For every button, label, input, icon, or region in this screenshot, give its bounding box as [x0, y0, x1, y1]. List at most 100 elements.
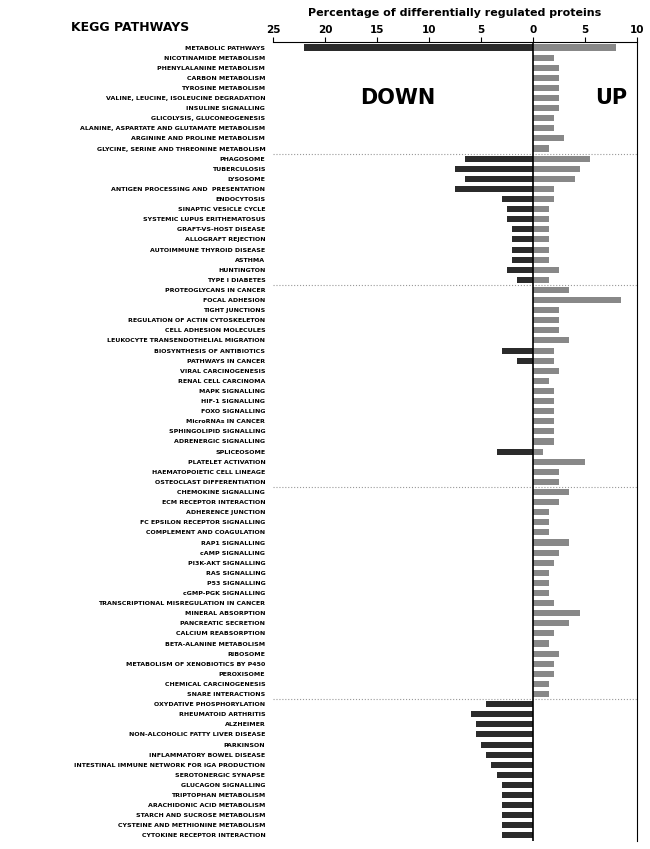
Bar: [502, 812, 533, 818]
Text: UP: UP: [595, 88, 627, 108]
Bar: [533, 65, 559, 70]
Bar: [502, 347, 533, 353]
Bar: [491, 762, 533, 767]
Bar: [533, 590, 549, 596]
Bar: [533, 661, 554, 666]
Bar: [533, 469, 559, 475]
Bar: [533, 54, 554, 60]
Bar: [533, 115, 554, 121]
Bar: [533, 621, 569, 627]
Bar: [512, 246, 533, 252]
Bar: [533, 580, 549, 586]
Bar: [455, 186, 533, 192]
Bar: [533, 368, 559, 374]
Bar: [533, 520, 549, 526]
Bar: [533, 610, 580, 616]
Bar: [533, 378, 549, 384]
Bar: [507, 267, 533, 273]
Text: KEGG PATHWAYS: KEGG PATHWAYS: [71, 21, 189, 34]
Bar: [533, 267, 559, 273]
Bar: [533, 438, 554, 445]
Bar: [471, 711, 533, 717]
Bar: [476, 731, 533, 738]
Bar: [533, 559, 554, 565]
Bar: [502, 832, 533, 839]
Bar: [512, 256, 533, 262]
Bar: [512, 236, 533, 243]
Bar: [533, 277, 549, 283]
Bar: [533, 256, 549, 262]
Bar: [502, 802, 533, 808]
Bar: [502, 782, 533, 788]
Bar: [533, 408, 554, 414]
Bar: [486, 751, 533, 757]
Bar: [533, 297, 621, 303]
Bar: [533, 44, 616, 51]
Bar: [533, 318, 559, 323]
Bar: [533, 227, 549, 233]
Bar: [533, 530, 549, 536]
Bar: [507, 216, 533, 222]
Bar: [533, 429, 554, 435]
Bar: [465, 176, 533, 182]
X-axis label: Percentage of differentially regulated proteins: Percentage of differentially regulated p…: [308, 8, 602, 19]
Bar: [533, 176, 575, 182]
Bar: [533, 681, 549, 687]
Bar: [533, 419, 554, 424]
Text: DOWN: DOWN: [360, 88, 436, 108]
Bar: [533, 216, 549, 222]
Bar: [533, 388, 554, 394]
Bar: [481, 741, 533, 748]
Bar: [517, 357, 533, 363]
Bar: [304, 44, 533, 51]
Bar: [533, 671, 554, 677]
Bar: [533, 570, 549, 576]
Bar: [486, 701, 533, 707]
Bar: [512, 227, 533, 233]
Bar: [497, 772, 533, 778]
Bar: [533, 549, 559, 555]
Bar: [533, 499, 559, 505]
Bar: [533, 196, 554, 202]
Bar: [533, 650, 559, 656]
Bar: [465, 155, 533, 161]
Bar: [502, 823, 533, 829]
Bar: [533, 509, 549, 515]
Bar: [533, 105, 559, 111]
Bar: [533, 448, 543, 454]
Bar: [533, 398, 554, 404]
Bar: [533, 126, 554, 132]
Bar: [497, 448, 533, 454]
Bar: [517, 277, 533, 283]
Bar: [533, 600, 554, 606]
Bar: [533, 246, 549, 252]
Bar: [533, 337, 569, 344]
Bar: [533, 166, 580, 171]
Bar: [533, 479, 559, 485]
Bar: [533, 691, 549, 697]
Bar: [533, 85, 559, 91]
Bar: [533, 95, 559, 101]
Bar: [533, 640, 549, 647]
Bar: [533, 357, 554, 363]
Bar: [533, 458, 585, 464]
Bar: [533, 75, 559, 81]
Bar: [455, 166, 533, 171]
Bar: [502, 792, 533, 798]
Bar: [533, 307, 559, 313]
Bar: [533, 135, 564, 142]
Bar: [502, 196, 533, 202]
Bar: [476, 722, 533, 728]
Bar: [533, 236, 549, 243]
Bar: [533, 347, 554, 353]
Bar: [533, 145, 549, 152]
Bar: [533, 186, 554, 192]
Bar: [533, 631, 554, 637]
Bar: [533, 287, 569, 293]
Bar: [533, 155, 590, 161]
Bar: [533, 328, 559, 334]
Bar: [533, 539, 569, 546]
Bar: [533, 206, 549, 212]
Bar: [533, 489, 569, 495]
Bar: [507, 206, 533, 212]
